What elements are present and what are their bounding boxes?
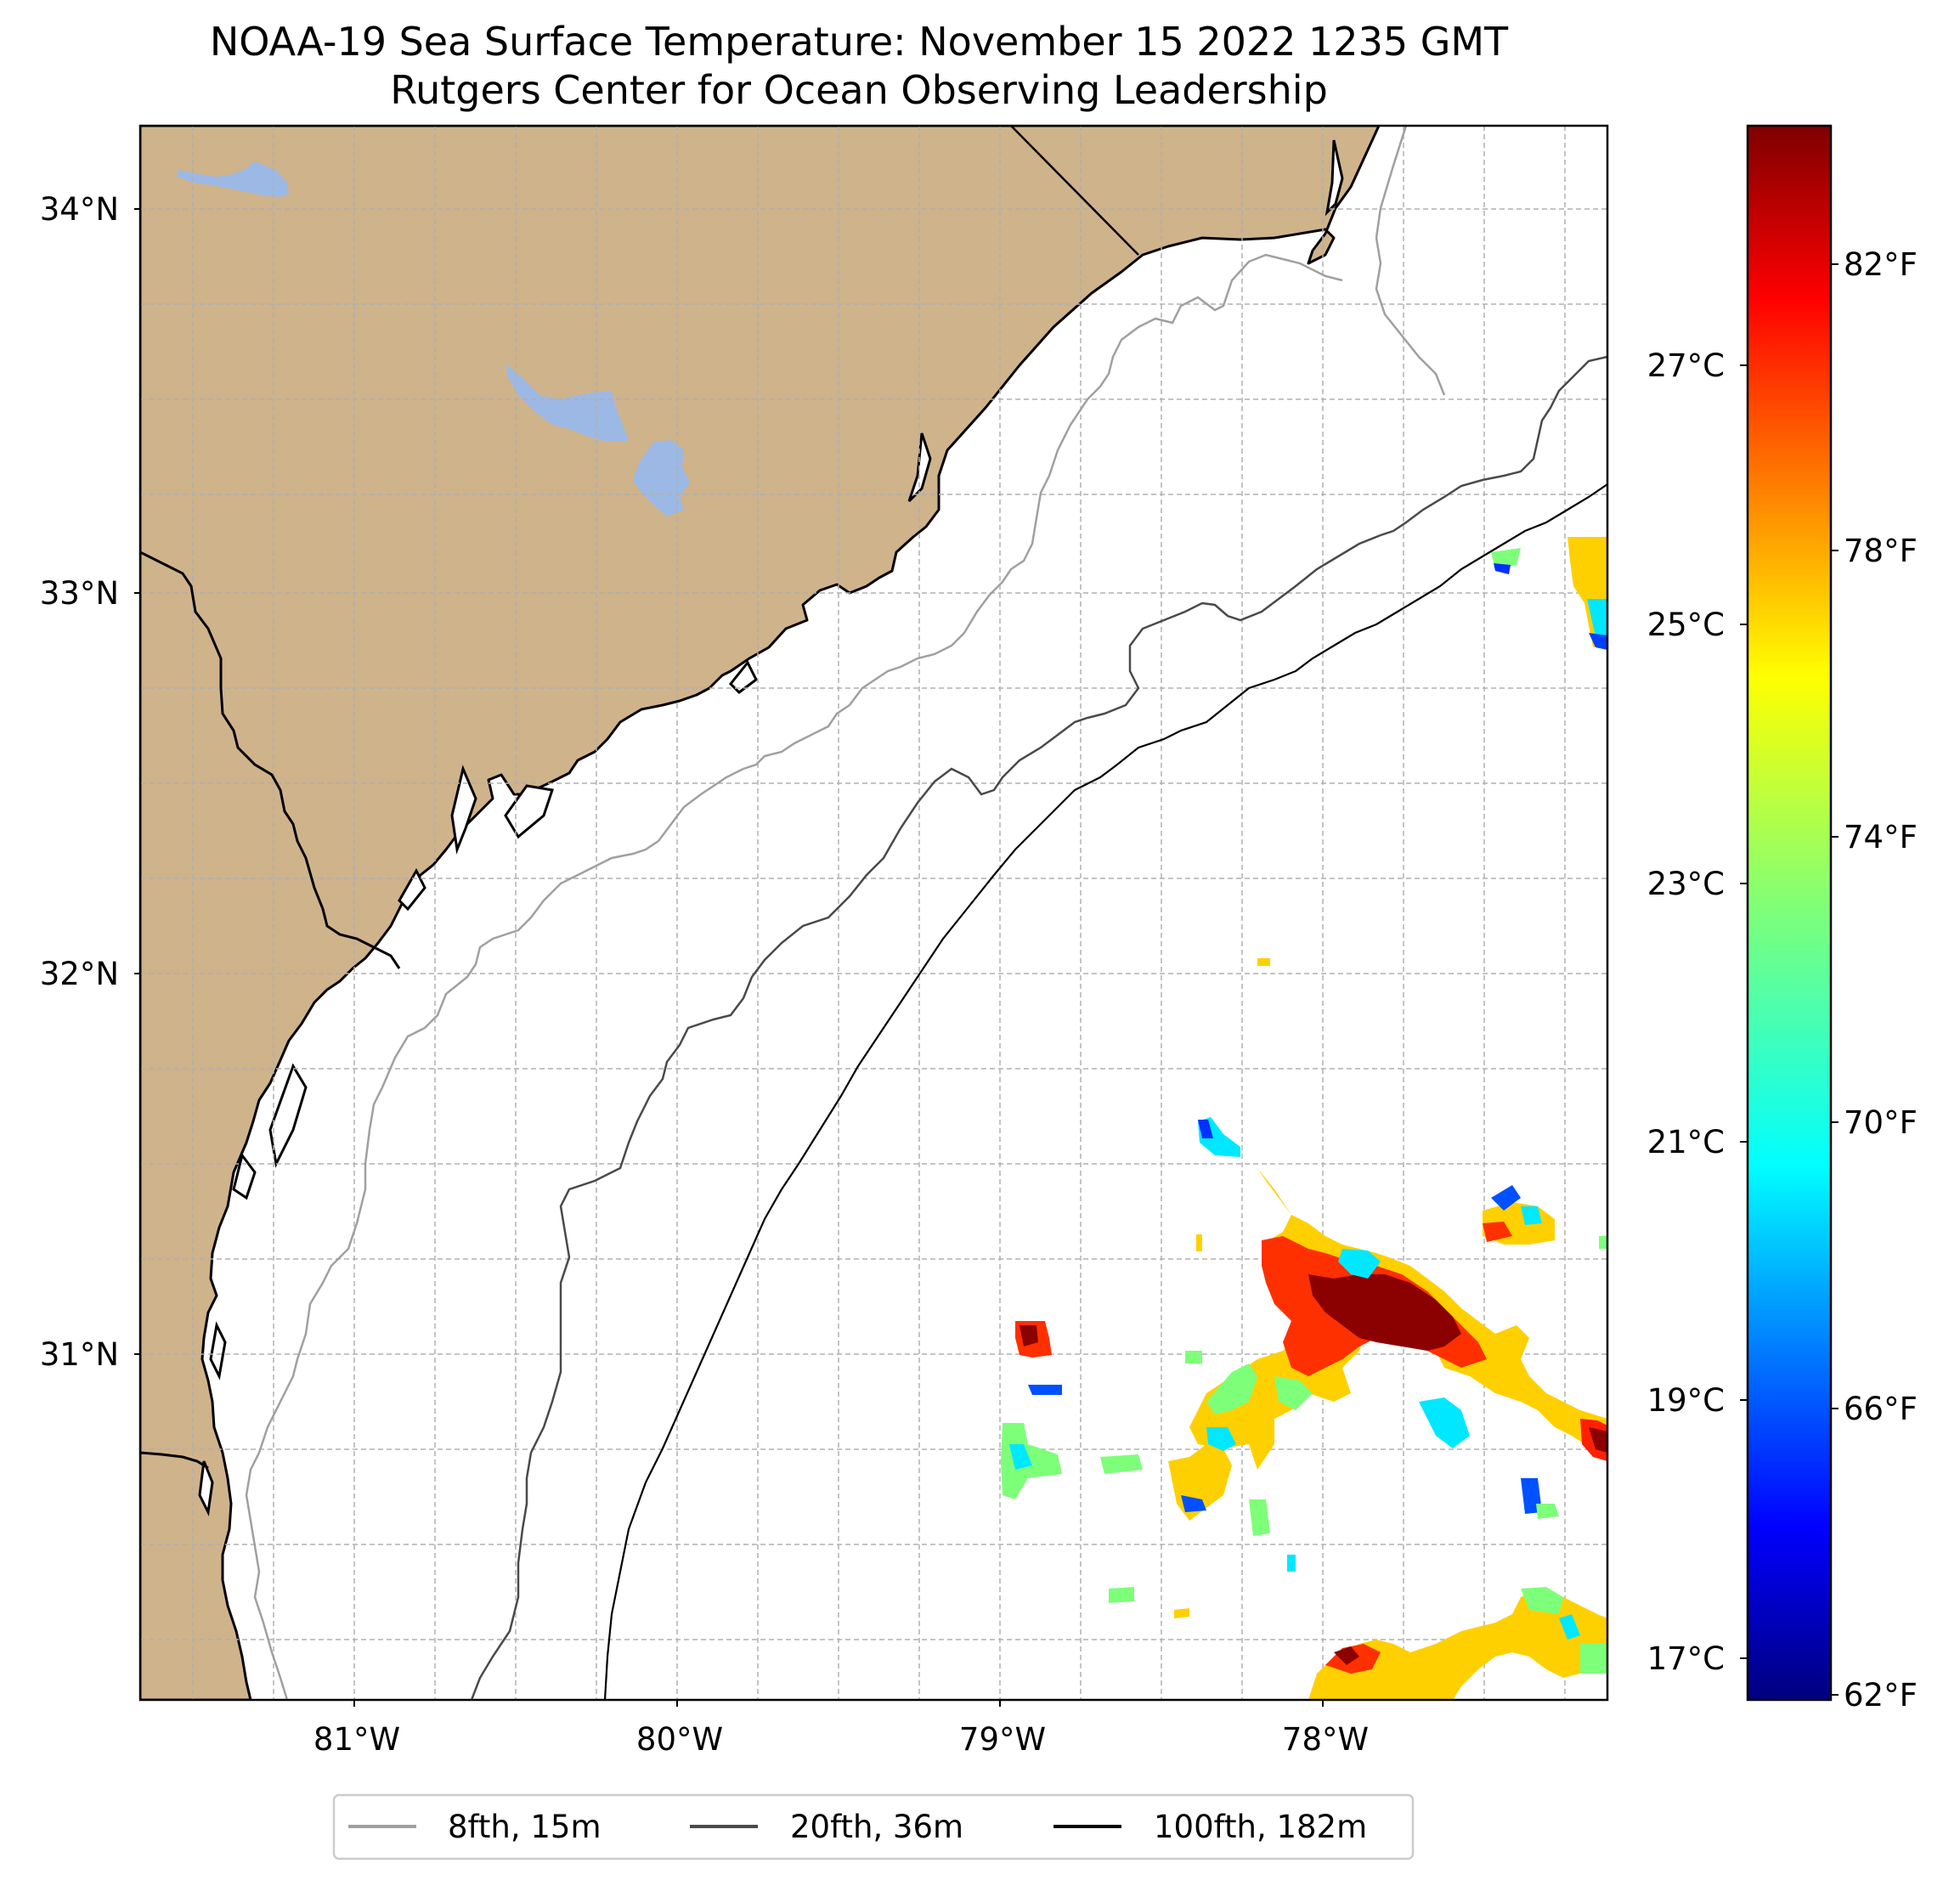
sst-data (1001, 537, 1607, 1700)
map-area (140, 126, 1607, 1700)
sst-patch-west-cyan (1009, 1444, 1032, 1470)
lake-small (633, 440, 690, 517)
lon-label-80: 80°W (636, 1721, 723, 1758)
sst-patch-cyan-small (1287, 1555, 1296, 1572)
sst-main-darkred (1308, 1274, 1461, 1351)
sst-patch-east-cyan (1521, 1206, 1542, 1225)
colorbar-c-21: 21°C (1647, 1124, 1725, 1160)
colorbar-f-66: 66°F (1844, 1391, 1918, 1427)
sst-patch-small-ne-blue (1494, 563, 1511, 574)
colorbar: 82°F 78°F 74°F 70°F 66°F 62°F 27°C 25°C … (1647, 124, 1918, 1713)
lat-ticks: 34°N 33°N 32°N 31°N (40, 191, 140, 1373)
legend-box (332, 1793, 1415, 1860)
colorbar-c-ticks (1740, 364, 1748, 1659)
lat-label-32: 32°N (40, 956, 119, 992)
colorbar-c-25: 25°C (1647, 607, 1725, 643)
lon-label-81: 81°W (313, 1721, 400, 1758)
lon-ticks: 81°W 80°W 79°W 78°W (313, 1700, 1369, 1758)
sst-patch-ne-blue (1589, 633, 1607, 650)
sst-patch-cyan-blue-core (1198, 1120, 1213, 1138)
sst-patch-green-tiny-1 (1109, 1587, 1134, 1603)
sst-patch-darkred-small (1020, 1325, 1038, 1346)
sst-patch-south-green (1521, 1587, 1563, 1614)
lat-label-34: 34°N (40, 191, 119, 228)
sst-patch-green-small (1249, 1499, 1270, 1536)
legend: 8fth, 15m 20fth, 36m 100fth, 182m (332, 1793, 1415, 1860)
isobath-8fth (245, 126, 1446, 1700)
sst-patch-se-green (1536, 1504, 1559, 1519)
sst-patch-east-red-small (1483, 1222, 1512, 1242)
colorbar-f-78: 78°F (1844, 533, 1918, 569)
lat-label-31: 31°N (40, 1336, 119, 1373)
state-boundary-west (140, 550, 401, 969)
colorbar-c-19: 19°C (1647, 1382, 1725, 1419)
lon-label-79: 79°W (959, 1721, 1046, 1758)
sst-patch-west-green (1001, 1423, 1062, 1499)
legend-label-100fth: 100fth, 182m (1154, 1809, 1367, 1845)
state-boundary-south (140, 1451, 209, 1470)
state-border (1010, 126, 1139, 256)
title-line-1: NOAA-19 Sea Surface Temperature: Novembe… (210, 19, 1509, 65)
colorbar-c-23: 23°C (1647, 866, 1725, 902)
sst-patch-south-green-2 (1580, 1644, 1607, 1674)
sst-patch-south-darkred (1334, 1646, 1359, 1665)
colorbar-f-82: 82°F (1844, 246, 1918, 283)
colorbar-f-70: 70°F (1844, 1104, 1918, 1141)
map-frame (138, 124, 1609, 1702)
title-line-2: Rutgers Center for Ocean Observing Leade… (390, 67, 1328, 113)
sst-patch-east-green (1599, 1236, 1607, 1249)
lat-label-33: 33°N (40, 575, 119, 612)
lake-large (506, 364, 629, 442)
colorbar-f-62: 62°F (1844, 1677, 1918, 1713)
legend-label-8fth: 8fth, 15m (448, 1809, 602, 1845)
sst-patch-dot (1257, 958, 1270, 966)
colorbar-c-17: 17°C (1647, 1640, 1725, 1677)
sst-patch-east-darkred (1589, 1427, 1607, 1453)
isobath-100fth (603, 483, 1607, 1700)
legend-label-20fth: 20fth, 36m (790, 1809, 963, 1845)
sst-patch-green-tiny-2 (1185, 1351, 1202, 1363)
lake-river (177, 161, 289, 197)
sst-patch-south-cyan (1559, 1614, 1580, 1640)
colorbar-f-ticks (1831, 263, 1839, 1696)
sst-patch-mid-blue (1181, 1495, 1206, 1512)
sst-patch-mid-green (1100, 1454, 1143, 1474)
sst-patch-mid-cyan (1206, 1427, 1236, 1451)
sst-main-cyan (1338, 1249, 1470, 1448)
sst-patch-south (1308, 1589, 1607, 1700)
sst-patch-blue-line (1028, 1385, 1062, 1395)
isobath-20fth (470, 355, 1607, 1700)
sst-patch-east-blue (1491, 1185, 1521, 1211)
colorbar-gradient (1746, 124, 1833, 1702)
colorbar-f-74: 74°F (1844, 819, 1918, 855)
sst-main-green (1206, 1363, 1313, 1414)
lon-label-78: 78°W (1282, 1721, 1369, 1758)
sst-patch-ne-cyan (1587, 599, 1607, 646)
graticule (140, 126, 1607, 1700)
colorbar-c-27: 27°C (1647, 347, 1725, 384)
